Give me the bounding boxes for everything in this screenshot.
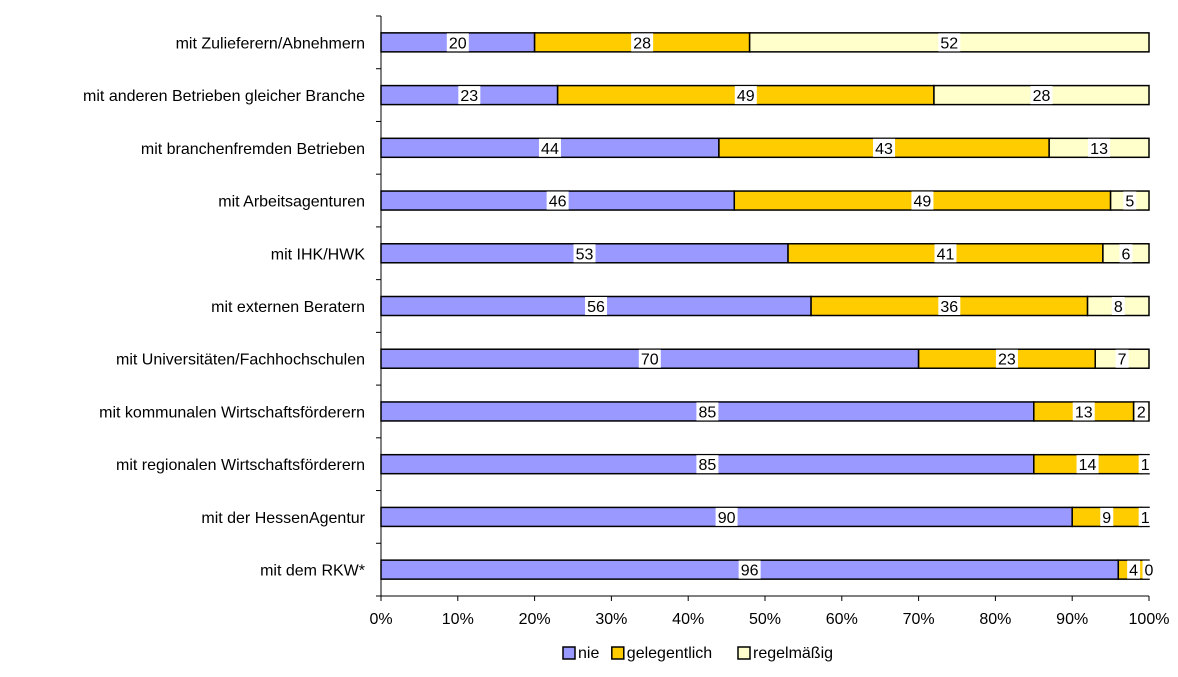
data-label: 56 <box>587 299 605 316</box>
x-tick-label: 10% <box>442 611 474 628</box>
data-label: 41 <box>937 246 955 263</box>
data-label-bg <box>873 138 896 157</box>
data-label-bg <box>1119 244 1133 263</box>
data-label-bg <box>1115 349 1129 368</box>
data-label-bg <box>458 86 481 105</box>
x-tick-label: 20% <box>519 611 551 628</box>
x-tick-label: 30% <box>595 611 627 628</box>
legend-label: nie <box>578 645 599 662</box>
data-label: 96 <box>741 563 759 580</box>
data-label-bg <box>911 191 934 210</box>
data-label: 36 <box>940 299 958 316</box>
x-tick-label: 80% <box>979 611 1011 628</box>
category-label: mit externen Beratern <box>211 299 365 316</box>
data-label-bg <box>1134 402 1148 421</box>
data-label: 28 <box>633 35 651 52</box>
data-label-bg <box>638 349 661 368</box>
data-label-bg <box>934 244 957 263</box>
legend-label: regelmäßig <box>753 645 833 662</box>
legend-swatch <box>562 646 576 660</box>
data-label-bg <box>1030 86 1053 105</box>
data-label: 8 <box>1114 299 1123 316</box>
data-label-bg <box>734 86 757 105</box>
category-label: mit IHK/HWK <box>271 246 366 263</box>
category-label: mit der HessenAgentur <box>201 510 365 527</box>
x-tick-label: 60% <box>826 611 858 628</box>
data-label-bg <box>1076 455 1099 474</box>
data-label: 4 <box>1129 563 1138 580</box>
data-label: 53 <box>576 246 594 263</box>
data-label-bg <box>1100 507 1114 526</box>
data-label: 90 <box>718 510 736 527</box>
category-label: mit dem RKW* <box>260 563 365 580</box>
x-tick-label: 0% <box>369 611 392 628</box>
data-label: 49 <box>914 194 932 211</box>
data-label: 9 <box>1102 510 1111 527</box>
data-label-bg <box>1088 138 1111 157</box>
x-tick-label: 100% <box>1129 611 1170 628</box>
data-label: 14 <box>1079 457 1097 474</box>
x-tick-label: 40% <box>672 611 704 628</box>
category-label: mit Zulieferern/Abnehmern <box>176 35 365 52</box>
legend-swatch <box>611 646 625 660</box>
data-label: 5 <box>1125 194 1134 211</box>
data-label-bg <box>1072 402 1095 421</box>
data-label-bg <box>938 33 961 52</box>
data-label: 28 <box>1033 88 1051 105</box>
data-label: 43 <box>875 141 893 158</box>
data-label-bg <box>585 297 608 315</box>
data-label-bg <box>1111 297 1125 315</box>
data-label: 13 <box>1075 404 1093 421</box>
data-label: 2 <box>1137 404 1146 421</box>
category-label: mit Arbeitsagenturen <box>218 194 365 211</box>
data-label-bg <box>1123 191 1137 210</box>
data-label-bg <box>1127 560 1141 579</box>
data-label: 1 <box>1141 510 1150 527</box>
data-label-bg <box>1138 455 1152 474</box>
data-label-bg <box>696 455 719 474</box>
data-label: 13 <box>1090 141 1108 158</box>
legend-swatch <box>737 646 751 660</box>
data-label: 49 <box>737 88 755 105</box>
data-label: 23 <box>460 88 478 105</box>
data-label: 0 <box>1145 563 1154 580</box>
data-label-bg <box>696 402 719 421</box>
category-label: mit branchenfremden Betrieben <box>141 141 365 158</box>
category-label: mit kommunalen Wirtschaftsförderern <box>99 404 365 421</box>
data-label-bg <box>738 560 761 579</box>
data-label-bg <box>546 191 569 210</box>
data-label-bg <box>1142 560 1156 579</box>
data-label-bg <box>446 33 469 52</box>
category-label: mit Universitäten/Fachhochschulen <box>116 352 365 369</box>
x-tick-label: 90% <box>1056 611 1088 628</box>
category-label: mit anderen Betrieben gleicher Branche <box>83 88 365 105</box>
data-label-bg <box>538 138 561 157</box>
data-label: 23 <box>998 352 1016 369</box>
data-label-bg <box>715 507 738 526</box>
data-label: 46 <box>549 194 567 211</box>
data-label: 20 <box>449 35 467 52</box>
data-label: 52 <box>940 35 958 52</box>
x-tick-label: 50% <box>749 611 781 628</box>
data-label-bg <box>573 244 596 263</box>
data-label: 85 <box>699 404 717 421</box>
data-label-bg <box>1138 507 1152 526</box>
data-label-bg <box>631 33 654 52</box>
legend-label: gelegentlich <box>627 645 712 662</box>
data-label-bg <box>938 297 961 315</box>
data-label: 44 <box>541 141 559 158</box>
data-label: 7 <box>1118 352 1127 369</box>
data-label: 1 <box>1141 457 1150 474</box>
data-label-bg <box>995 349 1018 368</box>
x-tick-label: 70% <box>903 611 935 628</box>
data-label: 70 <box>641 352 659 369</box>
data-label: 85 <box>699 457 717 474</box>
data-label: 6 <box>1122 246 1131 263</box>
category-label: mit regionalen Wirtschaftsförderern <box>116 457 365 474</box>
